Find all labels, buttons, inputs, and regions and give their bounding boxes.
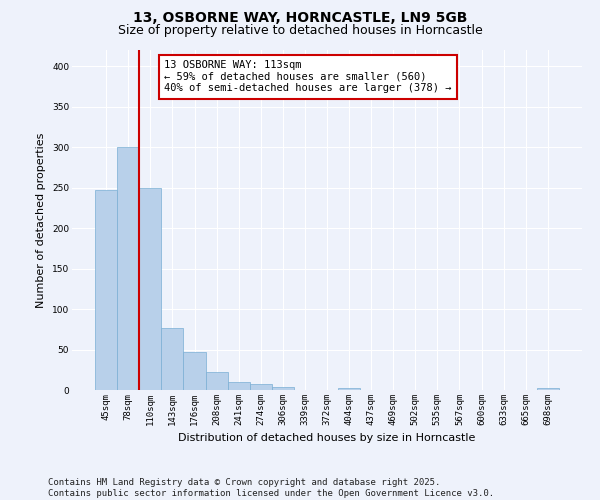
Text: Size of property relative to detached houses in Horncastle: Size of property relative to detached ho…: [118, 24, 482, 37]
Text: Contains HM Land Registry data © Crown copyright and database right 2025.
Contai: Contains HM Land Registry data © Crown c…: [48, 478, 494, 498]
Bar: [272, 387, 294, 390]
Y-axis label: Number of detached properties: Number of detached properties: [37, 132, 46, 308]
Bar: [250, 384, 272, 390]
Bar: [227, 382, 250, 390]
Bar: [184, 352, 206, 390]
Bar: [161, 328, 184, 390]
Text: 13 OSBORNE WAY: 113sqm
← 59% of detached houses are smaller (560)
40% of semi-de: 13 OSBORNE WAY: 113sqm ← 59% of detached…: [164, 60, 451, 94]
Bar: [117, 147, 139, 390]
X-axis label: Distribution of detached houses by size in Horncastle: Distribution of detached houses by size …: [178, 434, 476, 444]
Bar: [338, 388, 360, 390]
Bar: [95, 190, 117, 390]
Bar: [206, 372, 227, 390]
Bar: [139, 188, 161, 390]
Text: 13, OSBORNE WAY, HORNCASTLE, LN9 5GB: 13, OSBORNE WAY, HORNCASTLE, LN9 5GB: [133, 11, 467, 25]
Bar: [537, 388, 559, 390]
